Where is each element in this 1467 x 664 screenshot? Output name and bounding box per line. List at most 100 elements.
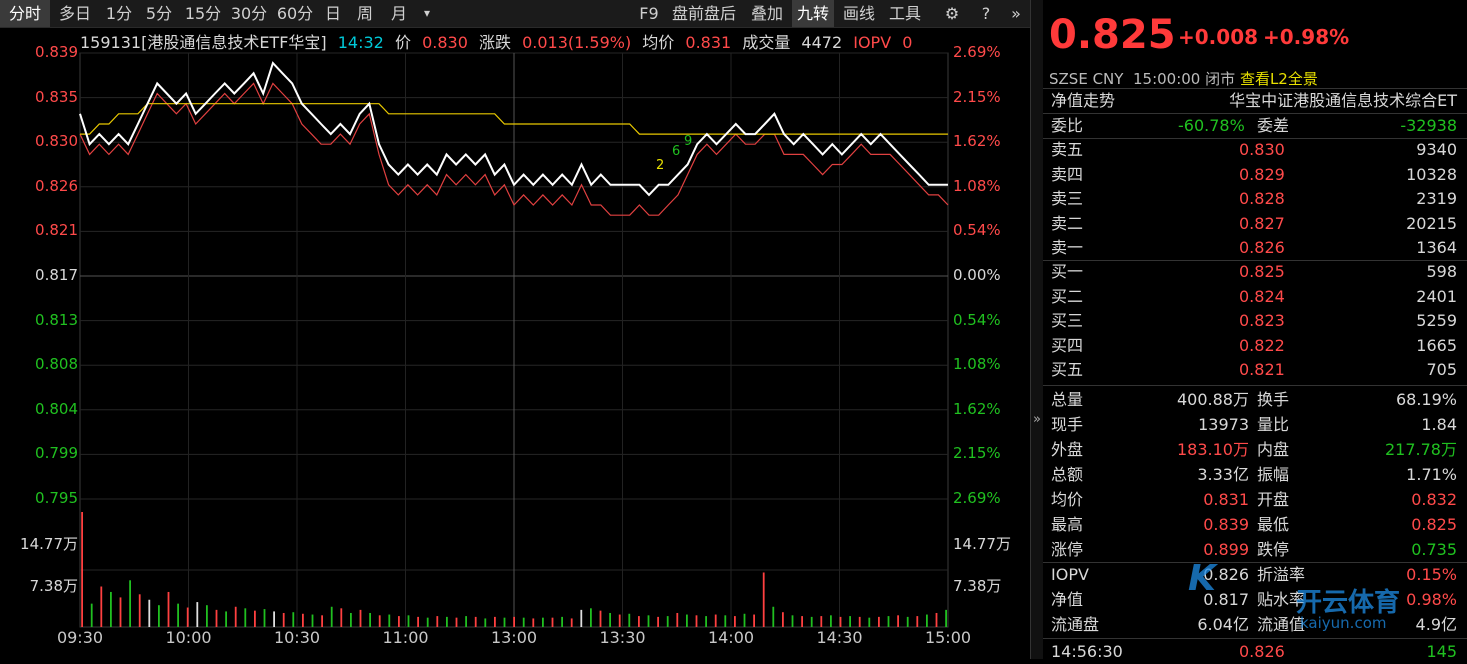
volume-bar: [436, 616, 439, 627]
volume-bar: [398, 616, 400, 627]
y-tick-label: 0.835: [35, 87, 78, 106]
help-icon[interactable]: ?: [981, 4, 991, 23]
bid-row: 买四 0.822 1665: [1043, 334, 1467, 358]
tool-3[interactable]: 九转: [792, 0, 834, 27]
tab-8[interactable]: 周: [356, 4, 373, 23]
volume-bar: [849, 616, 851, 627]
volume-bar: [455, 617, 458, 627]
stat-row-cell: 总额: [1051, 465, 1084, 484]
intraday-chart[interactable]: 269: [0, 27, 1030, 659]
volume-bar: [311, 614, 314, 627]
tool-4[interactable]: 画线: [842, 4, 875, 23]
volume-bar: [666, 616, 669, 627]
stat-row-cell: 均价: [1051, 490, 1084, 509]
stat-row-cell: 0.735: [1411, 540, 1457, 559]
tab-4[interactable]: 15分: [184, 4, 222, 23]
volume-bar: [830, 615, 832, 627]
volume-bar: [743, 613, 746, 627]
stat-row-cell: 最低: [1257, 515, 1290, 534]
nine-turn-marker: 2: [656, 158, 664, 173]
watermark-logo: K: [1188, 558, 1216, 599]
bid-row-cell: 0.821: [1239, 360, 1285, 379]
volume-bar: [119, 597, 122, 627]
tool-1[interactable]: 盘前盘后: [671, 4, 736, 23]
x-tick-label: 14:00: [707, 628, 755, 647]
nav-row-cell: 净值走势: [1051, 91, 1116, 110]
bid-row: 买五 0.821 705: [1043, 358, 1467, 382]
stat-row-cell: 开盘: [1257, 490, 1290, 509]
y-tick-label: 0.804: [35, 399, 78, 418]
volume-bar: [513, 616, 515, 627]
volume-bar: [90, 603, 93, 627]
tab-2[interactable]: 1分: [105, 4, 133, 23]
tab-9[interactable]: 月: [390, 4, 407, 23]
x-tick-label: 13:30: [599, 628, 646, 647]
vol-tick-label: 14.77万: [953, 535, 1011, 553]
volume-bar: [196, 602, 199, 627]
stat-row-cell: 183.10万: [1177, 440, 1249, 459]
tab-5[interactable]: 30分: [230, 4, 268, 23]
cursor-time: 14:32: [337, 33, 384, 52]
tab-7[interactable]: 日: [324, 4, 341, 23]
volume-bar: [407, 615, 410, 627]
stat2-row-cell: 0.98%: [1406, 590, 1457, 609]
volume-bar: [484, 618, 487, 627]
ask-row-cell: 0.830: [1239, 140, 1285, 159]
avg-value: 0.831: [685, 33, 732, 52]
y-tick-label: 0.813: [35, 310, 78, 329]
l2-link[interactable]: 查看L2全景: [1239, 70, 1318, 88]
trade-row-cell: 14:56:30: [1051, 642, 1123, 661]
tab-1[interactable]: 多日: [58, 4, 91, 23]
bid-row-cell: 买五: [1051, 360, 1084, 379]
stat-row: 均价 0.831 开盘 0.832: [1043, 488, 1467, 512]
change-label: 涨跌: [478, 33, 511, 52]
volume-bar: [839, 616, 842, 627]
tool-2[interactable]: 叠加: [750, 4, 783, 23]
volume-bar: [186, 607, 189, 627]
expand-chevron-icon[interactable]: »: [1033, 412, 1041, 427]
chevron-down-icon[interactable]: ▾: [423, 6, 431, 20]
separator: [1043, 385, 1467, 386]
volume-bar: [590, 608, 592, 627]
stat-row-cell: 0.832: [1411, 490, 1457, 509]
ask-row-cell: 0.829: [1239, 164, 1285, 184]
ask-row: 卖五 0.830 9340: [1043, 138, 1467, 162]
expand-icon[interactable]: »: [1011, 4, 1021, 23]
y-pct-label: 1.62%: [953, 132, 1001, 151]
avg-label: 均价: [642, 33, 675, 52]
last-price: 0.825: [1049, 12, 1176, 58]
volume-value: 4472: [801, 33, 843, 52]
volume-bar: [234, 606, 237, 627]
stat-row-cell: 217.78万: [1385, 440, 1457, 459]
ask-row-cell: 0.827: [1239, 213, 1285, 233]
volume-bar: [762, 572, 765, 627]
y-pct-label: 1.08%: [953, 355, 1001, 374]
volume-bar: [225, 611, 227, 627]
volume-bar: [465, 616, 467, 627]
volume-bar: [474, 616, 477, 627]
change-value: 0.013(1.59%): [522, 33, 632, 52]
tool-5[interactable]: 工具: [888, 4, 921, 23]
y-tick-label: 0.839: [35, 43, 78, 61]
ask-row-cell: 20215: [1406, 213, 1457, 233]
volume-bar: [695, 615, 698, 627]
market-status: 闭市: [1205, 70, 1236, 88]
stat2-row-cell: 流通值: [1257, 615, 1306, 634]
gear-icon[interactable]: ⚙: [944, 4, 960, 23]
tab-3[interactable]: 5分: [145, 4, 173, 23]
stat-row-cell: 涨停: [1051, 540, 1084, 559]
volume-bar: [330, 606, 333, 627]
x-tick-label: 10:30: [273, 628, 321, 647]
stat-row-cell: 68.19%: [1395, 390, 1457, 409]
tab-0[interactable]: 分时: [0, 0, 50, 27]
tab-6[interactable]: 60分: [276, 4, 314, 23]
stat-row: 现手 13973 量比 1.84: [1043, 413, 1467, 437]
volume-bar: [426, 617, 429, 627]
separator: [1043, 88, 1467, 89]
stat2-row-cell: 6.04亿: [1197, 615, 1249, 634]
exchange: SZSE: [1049, 70, 1088, 88]
volume-bar: [734, 616, 736, 627]
tool-0[interactable]: F9: [639, 4, 659, 23]
panel-divider[interactable]: »: [1030, 0, 1043, 659]
ask-row: 卖一 0.826 1364: [1043, 236, 1467, 260]
